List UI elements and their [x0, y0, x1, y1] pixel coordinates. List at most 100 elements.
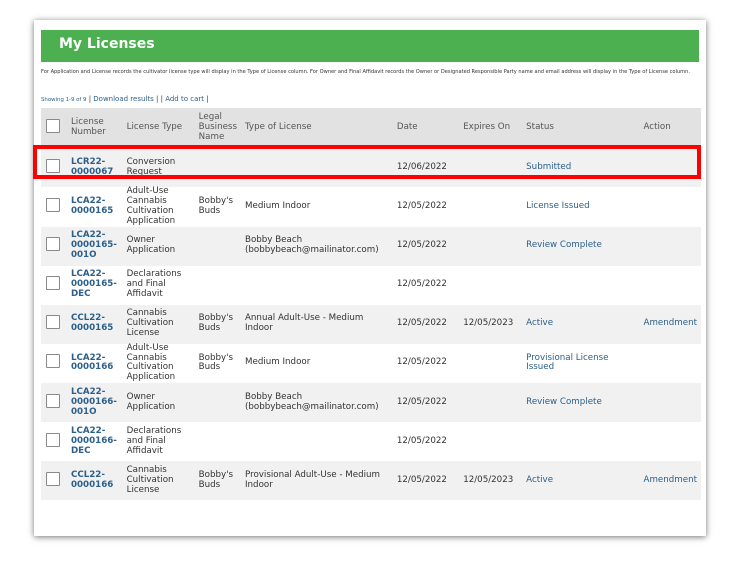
row-checkbox[interactable]	[46, 197, 60, 212]
license-number-link[interactable]: LCA22-0000165-DEC	[70, 269, 117, 300]
select-all-checkbox[interactable]	[46, 119, 60, 134]
col-license-number[interactable]: License Number	[66, 108, 123, 148]
license-number-link[interactable]: LCA22-0000166-DEC	[70, 425, 117, 456]
col-date[interactable]: Date	[392, 108, 460, 148]
license-number-link[interactable]: LCA22-0000166	[70, 352, 114, 373]
licenses-table: License Number License Type Legal Busine…	[41, 108, 702, 501]
add-to-cart-link[interactable]: Add to cart	[165, 95, 204, 103]
separator: |	[156, 95, 161, 103]
business-name-cell	[194, 148, 241, 187]
row-checkbox[interactable]	[46, 393, 60, 408]
row-select-cell	[41, 187, 67, 227]
expires-cell: 12/05/2023	[459, 461, 523, 501]
type-of-license-cell: Bobby Beach (bobbybeach@mailinator.com)	[240, 383, 393, 423]
status-link[interactable]	[522, 266, 639, 305]
type-of-license-cell: Medium Indoor	[244, 357, 311, 368]
license-type-cell: Cannabis Cultivation License	[122, 461, 195, 501]
table-row: LCA22-0000166 Adult-Use Cannabis Cultiva…	[41, 342, 702, 384]
table-header-row: License Number License Type Legal Busine…	[41, 108, 701, 148]
section-header: My Licenses	[41, 30, 699, 62]
action-link[interactable]	[640, 344, 702, 384]
license-type-cell: Declarations and Final Affidavit	[126, 425, 182, 456]
action-link[interactable]	[639, 383, 701, 423]
status-link[interactable]: Provisional License Issued	[526, 352, 609, 373]
date-cell: 12/06/2022	[392, 148, 460, 187]
date-cell: 12/05/2022	[392, 304, 460, 344]
action-link[interactable]	[640, 266, 702, 305]
table-row: LCR22-0000067 Conversion Request 12/06/2…	[41, 148, 701, 187]
license-type-cell: Conversion Request	[122, 148, 195, 187]
separator: |	[88, 95, 94, 103]
table-row: LCA22-0000165-DEC Declarations and Final…	[41, 266, 701, 305]
license-number-link[interactable]: LCA22-0000165-001O	[66, 226, 123, 266]
row-checkbox[interactable]	[46, 315, 60, 330]
table-row: LCA22-0000165 Adult-Use Cannabis Cultiva…	[41, 186, 702, 227]
action-link[interactable]	[639, 226, 701, 266]
col-expires-on[interactable]: Expires On	[459, 108, 523, 148]
status-link[interactable]: Active	[522, 461, 640, 501]
col-license-type[interactable]: License Type	[122, 108, 195, 148]
status-link[interactable]: Submitted	[522, 148, 640, 187]
expires-cell	[459, 226, 523, 266]
amendment-link[interactable]: Amendment	[639, 461, 701, 501]
status-link[interactable]	[522, 422, 639, 461]
table-row: CCL22-0000165 Cannabis Cultivation Licen…	[41, 304, 701, 344]
license-type-cell: Owner Application	[122, 383, 195, 423]
row-checkbox[interactable]	[46, 276, 60, 291]
date-cell: 12/05/2022	[396, 357, 447, 368]
expires-cell: 12/05/2023	[459, 304, 523, 344]
license-type-cell: Adult-Use Cannabis Cultivation Applicati…	[126, 186, 176, 226]
status-link[interactable]: Review Complete	[522, 383, 640, 423]
license-type-cell: Adult-Use Cannabis Cultivation Applicati…	[126, 342, 176, 383]
row-select-cell	[41, 461, 67, 501]
business-name-cell	[195, 266, 241, 305]
status-link[interactable]: License Issued	[526, 200, 590, 211]
col-action[interactable]: Action	[639, 108, 701, 148]
expires-cell	[459, 187, 522, 227]
expires-cell	[459, 344, 522, 384]
type-of-license-cell	[241, 266, 393, 305]
status-link[interactable]: Active	[522, 304, 640, 344]
row-checkbox[interactable]	[46, 237, 60, 252]
amendment-link[interactable]: Amendment	[639, 304, 701, 344]
license-number-link[interactable]: CCL22-0000166	[66, 461, 123, 501]
separator: |	[160, 95, 166, 103]
license-type-cell: Cannabis Cultivation License	[122, 304, 195, 344]
date-cell: 12/05/2022	[396, 279, 447, 290]
info-notice: For Application and License records the …	[41, 69, 690, 75]
download-results-link[interactable]: Download results	[93, 95, 154, 103]
status-link[interactable]: Review Complete	[522, 226, 640, 266]
license-number-link[interactable]: LCA22-0000166-001O	[66, 383, 123, 423]
type-of-license-cell: Annual Adult-Use - Medium Indoor	[240, 304, 393, 344]
table-row: LCA22-0000166-DEC Declarations and Final…	[41, 422, 701, 461]
row-select-cell	[41, 422, 67, 461]
license-type-cell: Owner Application	[122, 226, 195, 266]
col-legal-business-name[interactable]: Legal Business Name	[194, 108, 241, 148]
row-select-cell	[41, 266, 67, 305]
row-select-cell	[41, 226, 67, 266]
business-name-cell: Bobby's Buds	[198, 352, 234, 373]
type-of-license-cell	[241, 422, 393, 461]
action-link[interactable]	[639, 148, 701, 187]
license-number-link[interactable]: LCR22-0000067	[66, 148, 123, 187]
row-checkbox[interactable]	[46, 471, 60, 486]
row-checkbox[interactable]	[46, 354, 60, 369]
select-all-cell	[41, 108, 67, 148]
action-link[interactable]	[640, 187, 702, 227]
business-name-cell	[194, 226, 241, 266]
license-number-link[interactable]: CCL22-0000165	[66, 304, 123, 344]
row-checkbox[interactable]	[46, 432, 60, 447]
row-select-cell	[41, 304, 67, 344]
expires-cell	[459, 148, 523, 187]
date-cell: 12/05/2022	[392, 461, 460, 501]
license-type-cell: Declarations and Final Affidavit	[126, 269, 182, 300]
license-number-link[interactable]: LCA22-0000165	[70, 195, 114, 216]
date-cell: 12/05/2022	[396, 435, 447, 446]
expires-cell	[459, 422, 522, 461]
business-name-cell	[194, 383, 241, 423]
row-select-cell	[41, 344, 67, 384]
row-checkbox[interactable]	[46, 158, 60, 173]
col-type-of-license[interactable]: Type of License	[240, 108, 393, 148]
action-link[interactable]	[640, 422, 702, 461]
col-status[interactable]: Status	[522, 108, 640, 148]
